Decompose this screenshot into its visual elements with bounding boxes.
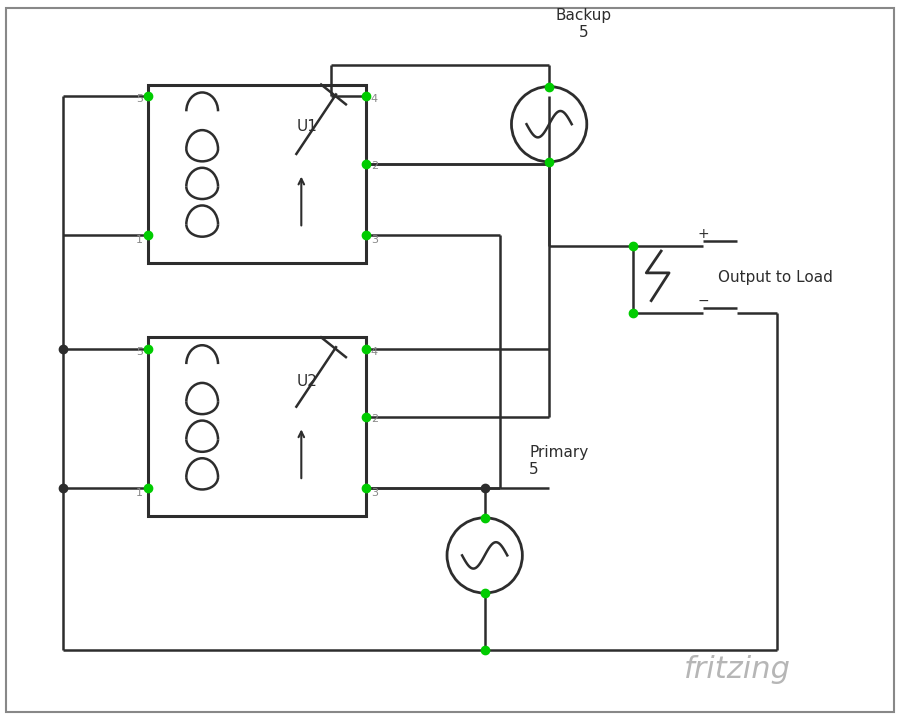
Text: Output to Load: Output to Load (717, 271, 833, 286)
Text: 2: 2 (371, 161, 378, 171)
Text: +: + (698, 227, 709, 241)
Text: 5: 5 (136, 94, 143, 104)
Text: −: − (698, 293, 709, 308)
Bar (148, 337, 365, 516)
Text: U1: U1 (296, 119, 317, 134)
Text: fritzing: fritzing (684, 655, 791, 684)
Text: U2: U2 (296, 374, 317, 389)
Text: 3: 3 (371, 235, 378, 245)
Text: 4: 4 (371, 94, 378, 104)
Text: 1: 1 (136, 488, 143, 498)
Text: 2: 2 (371, 413, 378, 423)
Text: 5: 5 (136, 347, 143, 357)
Text: 4: 4 (371, 347, 378, 357)
Text: Primary
5: Primary 5 (529, 445, 589, 478)
Text: 3: 3 (371, 488, 378, 498)
Text: Backup
5: Backup 5 (556, 8, 612, 40)
Text: 1: 1 (136, 235, 143, 245)
Bar (148, 84, 365, 263)
